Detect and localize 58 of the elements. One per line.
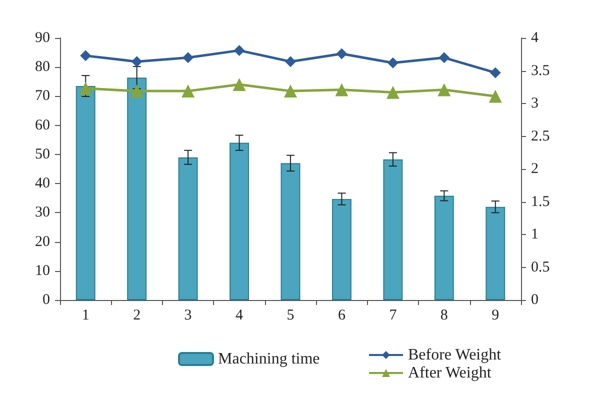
bar [178, 157, 198, 300]
y-tick-label: 0 [42, 292, 50, 308]
bar [383, 159, 403, 300]
y-tick-label: 30 [35, 204, 50, 221]
point [438, 83, 451, 96]
y2-tick-label: 0 [531, 292, 538, 308]
bar [486, 206, 506, 300]
y2-tick-label: 0.5 [531, 259, 550, 276]
x-tick-label: 1 [82, 308, 90, 324]
x-tick-label: 3 [184, 308, 192, 324]
x-tick-label: 5 [286, 308, 294, 324]
y-tick-label: 40 [35, 176, 50, 192]
bar [76, 86, 96, 300]
x-tick-label: 7 [389, 308, 398, 324]
point [182, 52, 194, 64]
point [130, 84, 144, 98]
bar [332, 198, 352, 300]
point [387, 57, 398, 68]
x-tick-label: 6 [338, 308, 346, 324]
point [182, 84, 195, 98]
point [285, 56, 296, 68]
legend-label: Machining time [218, 350, 320, 368]
y2-tick-label: 1.5 [531, 194, 550, 210]
point [79, 82, 92, 95]
point [335, 83, 348, 96]
y-tick-label: 10 [35, 262, 50, 279]
y2-tick-label: 1 [531, 226, 538, 242]
y2-tick-label: 3 [531, 96, 538, 112]
y2-tick-label: 2 [531, 161, 538, 177]
x-tick-label: 8 [440, 308, 448, 324]
legend-label: After Weight [408, 364, 492, 382]
x-tick-label: 9 [492, 308, 500, 324]
y-tick-label: 70 [35, 88, 50, 104]
y-tick-label: 80 [35, 59, 50, 76]
point [336, 48, 348, 60]
x-tick-label: 4 [236, 308, 244, 324]
y-tick-label: 60 [35, 117, 50, 134]
bar [230, 142, 250, 300]
bar [127, 78, 147, 300]
bar [280, 163, 300, 300]
y-tick-label: 90 [35, 30, 50, 46]
legend-label: Before Weight [408, 346, 502, 364]
point [80, 50, 92, 62]
bar [434, 196, 454, 300]
point [438, 52, 450, 64]
point [488, 90, 502, 103]
y2-tick-label: 4 [531, 30, 539, 46]
point [284, 84, 297, 98]
y-tick-label: 20 [35, 234, 50, 250]
y2-tick-label: 3.5 [531, 62, 550, 79]
y-tick-label: 50 [35, 146, 50, 162]
point [131, 56, 142, 68]
point [232, 78, 246, 92]
point [490, 67, 501, 78]
y2-tick-label: 2.5 [531, 128, 550, 144]
point [234, 44, 245, 56]
x-tick-label: 2 [133, 308, 141, 324]
point [386, 86, 400, 99]
